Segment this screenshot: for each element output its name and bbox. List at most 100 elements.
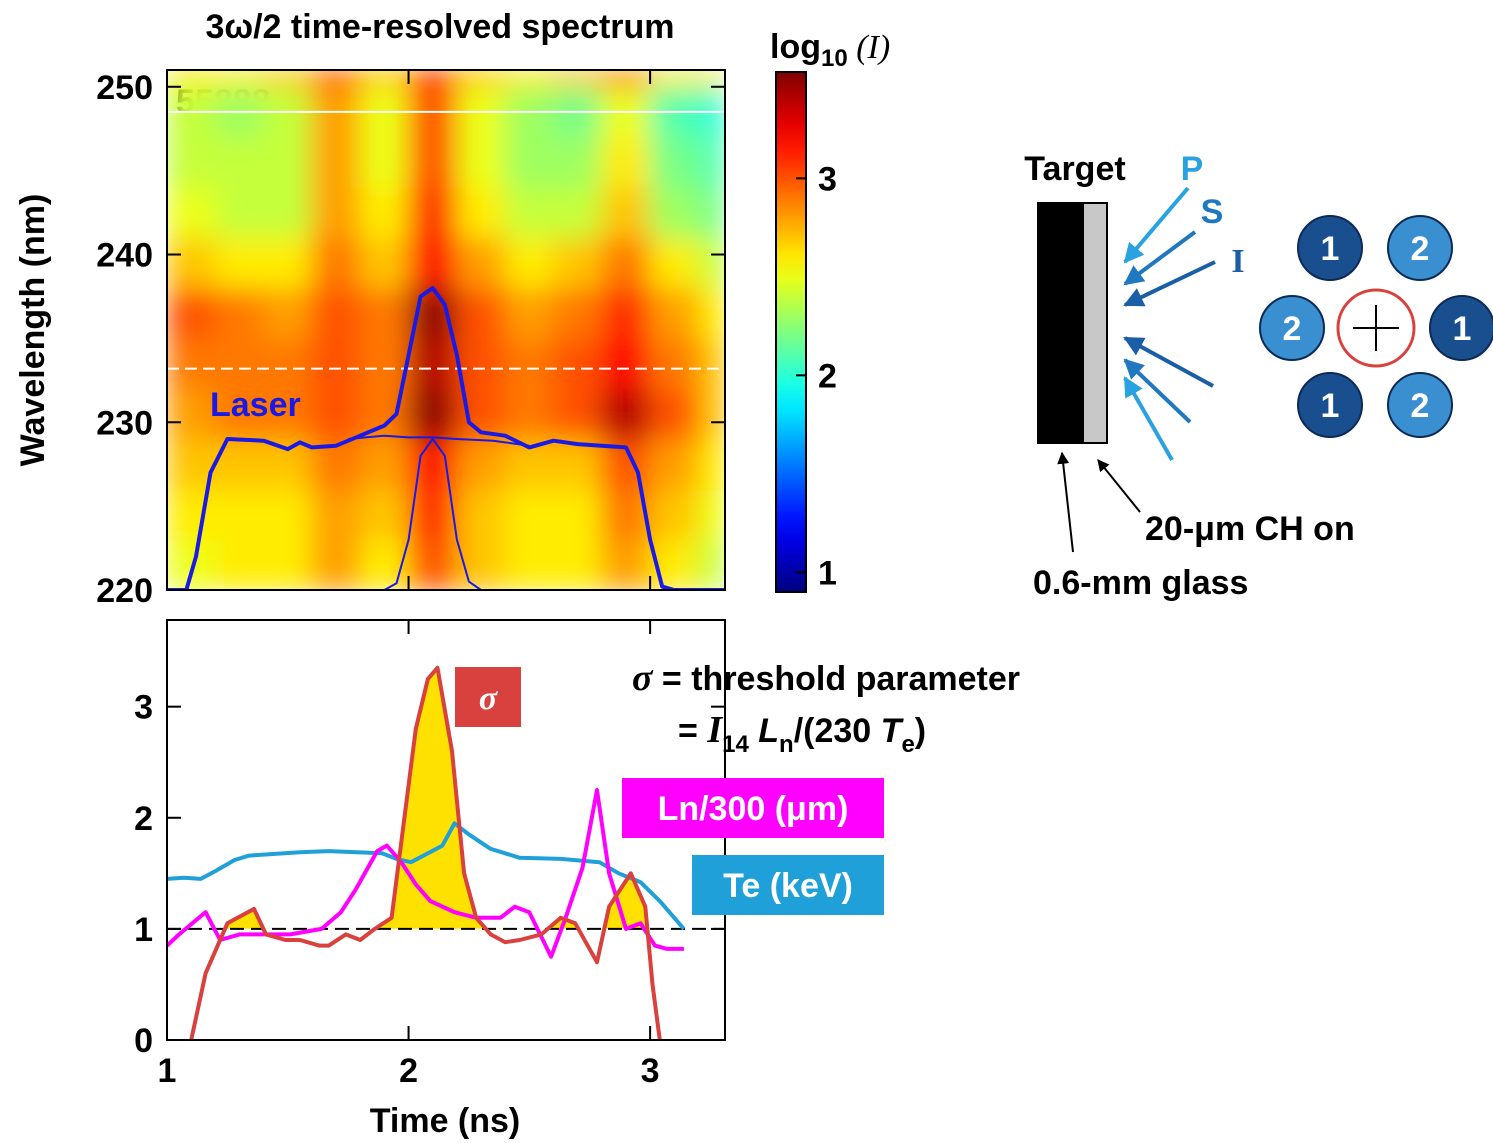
pointer-arrow <box>1097 459 1141 513</box>
ch-layer <box>1082 202 1108 444</box>
colorbar-label-part: (I) <box>848 29 890 66</box>
annotation-part: = threshold parameter <box>652 660 1020 698</box>
heatmap-cell <box>408 438 458 490</box>
crosshair <box>1353 305 1399 351</box>
pointer-arrow <box>1057 451 1074 553</box>
glass-layer <box>1037 202 1084 444</box>
heatmap-cell <box>697 488 725 541</box>
port <box>1387 215 1453 281</box>
heatmap-cell <box>456 488 506 541</box>
annotation-part: L <box>749 712 779 750</box>
heatmap-cell <box>697 237 725 289</box>
heatmap-cell <box>552 136 603 188</box>
beam-arrow <box>1123 358 1192 424</box>
y-tick-label: 1 <box>134 911 153 949</box>
heatmap-cell <box>408 70 458 88</box>
y-tick-label: 230 <box>96 404 153 442</box>
heatmap-cell <box>504 337 554 390</box>
beam-label: I <box>1231 243 1244 280</box>
heatmap-cell <box>697 70 725 88</box>
plot-area <box>167 665 725 1040</box>
heatmap-cell <box>456 136 506 188</box>
annotation-part: /(230 <box>794 712 881 750</box>
annotation-part: 14 <box>722 731 749 758</box>
legend-box <box>692 855 884 915</box>
heatmap-cell <box>601 237 651 289</box>
y-tick-label: 0 <box>134 1022 153 1060</box>
heatmap-cell <box>601 337 651 390</box>
heatmap-cell <box>167 539 216 590</box>
heatmap-cell <box>263 488 313 541</box>
target-label: Target <box>1024 150 1125 188</box>
heatmap-cell <box>649 488 699 541</box>
heatmap-cell <box>552 337 603 390</box>
heatmap-cell <box>359 70 410 88</box>
plot-frame <box>166 69 726 591</box>
legend-label: Ln/300 (μm) <box>658 790 849 828</box>
heatmap-cell <box>697 388 725 440</box>
heatmap-cell <box>408 488 458 541</box>
port-group: 1 2 2 1 1 2 <box>1259 215 1493 438</box>
port <box>1387 372 1453 438</box>
heatmap-cell <box>456 287 506 339</box>
heatmap-cell <box>504 186 554 239</box>
heatmap-cell <box>263 337 313 390</box>
heatmap-cell <box>167 136 216 188</box>
heatmap-cell <box>408 337 458 390</box>
colorbar-tick-label: 3 <box>818 160 837 198</box>
heatmap-cell <box>552 388 603 440</box>
heatmap-cell <box>167 287 216 339</box>
beam-arrow <box>1123 336 1214 388</box>
heatmap-cell <box>214 186 265 239</box>
heatmap-cell <box>552 70 603 88</box>
annotation-part: T <box>881 712 905 750</box>
heatmap-cell <box>214 488 265 541</box>
y-tick-label: 240 <box>96 237 153 275</box>
port <box>1297 372 1363 438</box>
colorbar <box>775 71 807 593</box>
annotation-part: σ <box>632 657 654 699</box>
beam-arrow <box>1123 230 1197 286</box>
heatmap-cell <box>263 287 313 339</box>
x-axis-label: Time (ns) <box>370 1102 521 1140</box>
heatmap-cell <box>649 438 699 490</box>
heatmap-cell <box>552 539 603 590</box>
annotation-part: e <box>901 731 914 758</box>
heatmap-cell <box>601 539 651 590</box>
series-line <box>189 665 662 1040</box>
heatmap-cell <box>167 237 216 289</box>
heatmap-cell <box>311 70 361 88</box>
heatmap-cell <box>552 237 603 289</box>
annotation-part: n <box>779 731 794 758</box>
heatmap-cell <box>263 539 313 590</box>
heatmap-cell <box>359 287 410 339</box>
heatmap-cell <box>649 388 699 440</box>
heatmap-cell <box>601 70 651 88</box>
heatmap-cell <box>504 488 554 541</box>
beam-label: S <box>1201 193 1224 231</box>
heatmap-cell <box>504 539 554 590</box>
heatmap-cell <box>311 539 361 590</box>
beam-arrow <box>1123 186 1190 264</box>
heatmap-cell <box>167 186 216 239</box>
heatmap-cell <box>697 337 725 390</box>
series-line <box>167 788 684 959</box>
colorbar-tick-label: 1 <box>818 554 837 592</box>
heatmap-cell <box>311 488 361 541</box>
heatmap-cell <box>311 388 361 440</box>
port-label: 2 <box>1411 230 1430 268</box>
heatmap-cell <box>311 337 361 390</box>
x-tick-label: 3 <box>641 1052 660 1090</box>
port-label: 1 <box>1453 310 1472 348</box>
heatmap-cell <box>214 337 265 390</box>
heatmap-cell <box>359 438 410 490</box>
heatmap-cell <box>214 388 265 440</box>
y-tick-label: 2 <box>134 800 153 838</box>
port-label: 2 <box>1283 310 1302 348</box>
annotation-part: ) <box>915 712 926 750</box>
heatmap-cell <box>408 539 458 590</box>
layer-label: 20-μm CH on <box>1145 510 1355 548</box>
heatmap-cell <box>649 337 699 390</box>
target-diagram: Target P S I 20-μm CH on 0.6-mm glass 1 2… <box>1024 150 1493 602</box>
heatmap-cell <box>263 388 313 440</box>
